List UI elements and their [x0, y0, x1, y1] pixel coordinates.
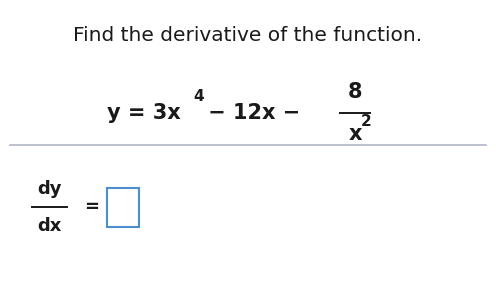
Text: − 12x −: − 12x −: [201, 103, 308, 123]
Text: dy: dy: [37, 180, 62, 198]
Text: x: x: [349, 124, 362, 144]
Text: y = 3x: y = 3x: [107, 103, 181, 123]
Text: 8: 8: [347, 82, 362, 102]
Text: =: =: [84, 198, 99, 216]
Text: Find the derivative of the function.: Find the derivative of the function.: [73, 26, 423, 45]
Text: 4: 4: [193, 89, 204, 104]
FancyBboxPatch shape: [107, 188, 139, 227]
Text: dx: dx: [37, 217, 62, 235]
Text: 2: 2: [361, 114, 372, 129]
